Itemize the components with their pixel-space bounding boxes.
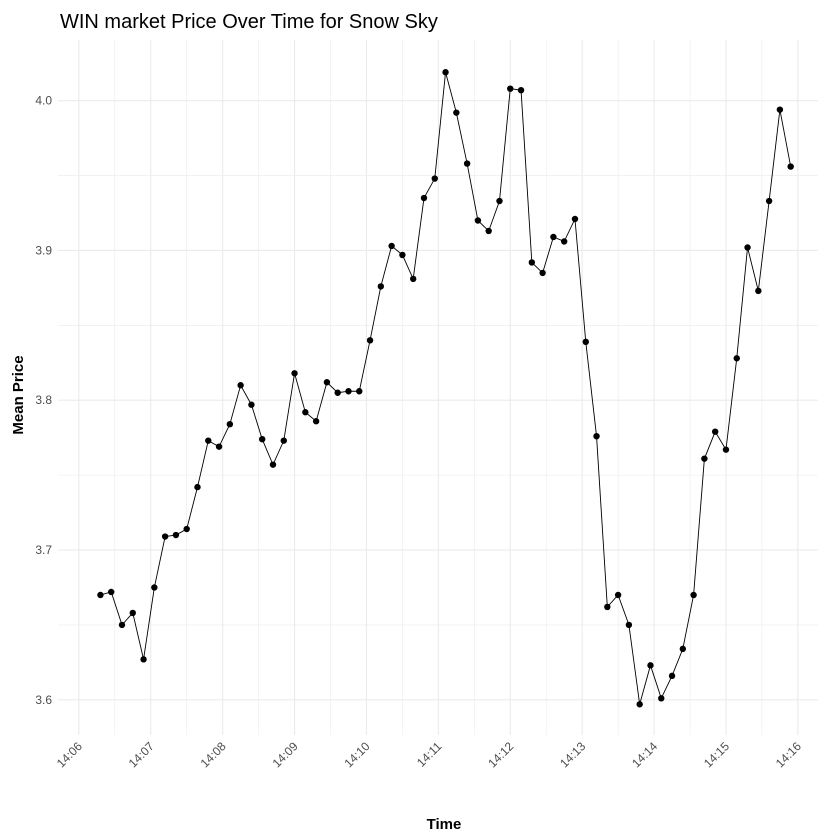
data-point [161, 533, 169, 540]
y-axis-tick-labels: 3.6 3.7 3.8 3.9 4.0 [35, 94, 52, 707]
data-point [765, 197, 773, 205]
data-point [744, 244, 751, 251]
data-point [485, 227, 492, 235]
data-point [259, 435, 266, 443]
data-point [172, 531, 180, 539]
data-point [194, 483, 201, 491]
y-axis-title: Mean Price [10, 355, 27, 434]
data-point [302, 409, 309, 416]
data-point [280, 437, 287, 444]
data-point [377, 283, 385, 290]
series-layer [97, 69, 794, 708]
data-point [108, 588, 115, 596]
data-point [733, 355, 740, 362]
data-point [539, 269, 546, 277]
y-tick-label: 3.6 [35, 693, 52, 707]
data-point [248, 401, 255, 408]
y-tick-label: 4.0 [35, 94, 52, 108]
data-point [711, 428, 719, 435]
data-point [97, 591, 104, 599]
data-point [118, 621, 126, 629]
data-point [647, 662, 654, 669]
chart-title: WIN market Price Over Time for Snow Sky [60, 11, 438, 33]
data-point [345, 388, 352, 395]
data-point [787, 163, 794, 170]
data-point [690, 591, 697, 599]
data-point [334, 389, 341, 396]
data-point [701, 455, 708, 462]
data-point [453, 109, 460, 116]
data-point [215, 443, 223, 450]
data-point [571, 215, 579, 223]
data-point [409, 275, 417, 283]
major-gridlines [58, 40, 818, 735]
data-point [625, 621, 633, 629]
data-point [291, 370, 298, 377]
data-point [560, 238, 568, 245]
data-point [636, 701, 643, 708]
data-point [269, 461, 277, 468]
data-point [129, 609, 136, 617]
data-point [237, 382, 244, 389]
data-point [658, 695, 665, 702]
data-point [151, 584, 158, 591]
data-point [679, 645, 687, 653]
data-point [755, 287, 762, 295]
data-point [668, 672, 676, 680]
data-point [722, 446, 730, 453]
data-point [442, 69, 449, 76]
data-point [399, 251, 406, 259]
data-point [312, 418, 320, 425]
data-point [183, 525, 190, 533]
data-point [507, 85, 514, 92]
data-point [140, 656, 147, 663]
data-point [474, 217, 482, 224]
y-tick-label: 3.8 [35, 393, 52, 407]
data-point [366, 337, 374, 344]
data-point [323, 379, 331, 386]
data-point [388, 242, 395, 250]
data-point [420, 194, 428, 202]
data-point [776, 106, 784, 113]
data-point [463, 160, 471, 167]
data-point [593, 432, 600, 440]
data-point [528, 259, 536, 266]
data-point [356, 388, 363, 395]
data-point [604, 603, 611, 611]
data-point [517, 86, 525, 94]
data-point [205, 437, 212, 444]
data-point [496, 197, 503, 205]
data-point [431, 175, 438, 182]
data-point [614, 591, 622, 599]
x-axis-title: Time [427, 816, 462, 833]
data-point [582, 338, 589, 346]
y-tick-label: 3.7 [35, 543, 52, 557]
y-tick-label: 3.9 [35, 243, 52, 257]
data-point [550, 233, 557, 241]
data-point [226, 420, 234, 428]
